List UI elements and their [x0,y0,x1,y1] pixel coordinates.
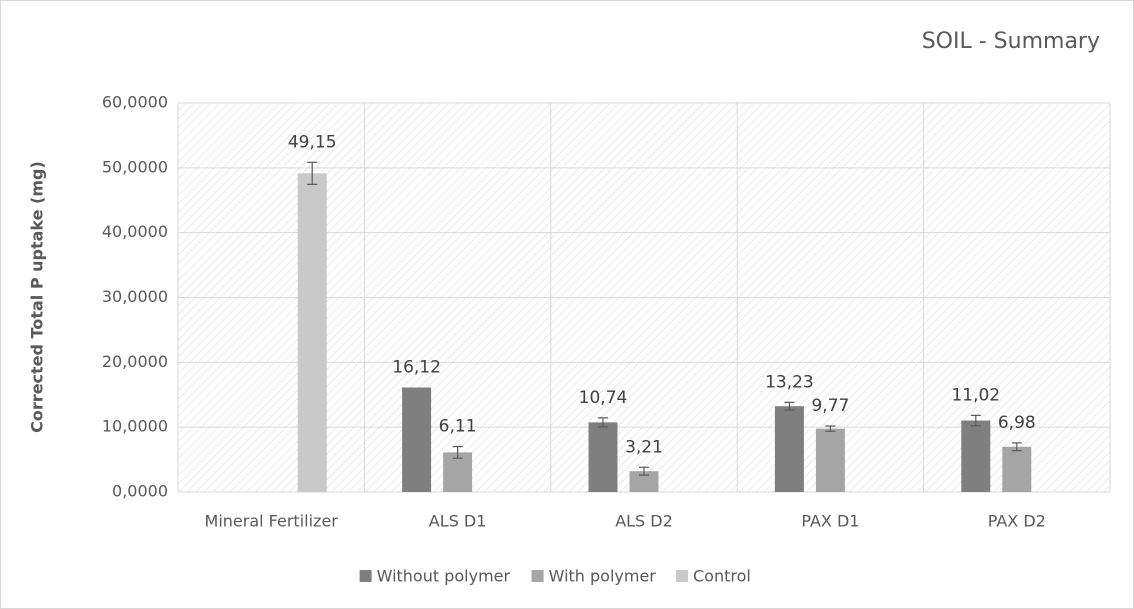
y-tick-label: 0,0000 [112,482,168,501]
legend-swatch [531,570,544,582]
error-bar [307,161,318,185]
y-tick-label: 30,0000 [102,287,168,306]
legend-label: Without polymer [377,567,511,586]
error-bar [452,445,463,459]
data-label: 13,23 [765,372,814,392]
data-label: 9,77 [811,396,849,416]
error-bar [1011,442,1022,452]
y-tick-label: 40,0000 [102,222,168,241]
x-tick-label: PAX D2 [988,512,1046,531]
bar [297,173,327,492]
y-tick-label: 10,0000 [102,417,168,436]
error-bar [784,401,795,411]
bar [629,471,659,492]
data-label: 16,12 [392,357,441,377]
x-tick-label: ALS D1 [429,512,487,531]
y-tick-label: 60,0000 [102,93,168,112]
data-label: 6,98 [998,413,1036,433]
error-bar [639,466,649,476]
legend-swatch [676,570,688,582]
legend-label: With polymer [549,567,657,586]
legend-label: Control [693,567,751,586]
bar [774,406,804,492]
x-tick-label: Mineral Fertilizer [205,512,339,531]
data-label: 11,02 [951,385,1000,405]
data-label: 10,74 [579,388,628,408]
bar [588,422,618,492]
error-bar [598,417,608,428]
y-tick-label: 20,0000 [102,352,168,371]
x-tick-label: PAX D1 [801,512,859,531]
bar [815,428,845,492]
x-tick-label: ALS D2 [615,512,673,531]
y-axis-label: Corrected Total P uptake (mg) [28,161,47,433]
legend-swatch [359,570,372,582]
data-label: 3,21 [625,437,663,457]
bar [961,420,991,492]
data-label: 6,11 [439,417,477,437]
error-bar [825,425,836,432]
y-tick-label: 50,0000 [102,157,168,176]
bar [1002,446,1032,492]
chart-title: SOIL - Summary [922,29,1100,54]
data-label: 49,15 [288,132,337,152]
bar [443,452,473,492]
bar [402,387,432,492]
error-bar [970,414,981,427]
